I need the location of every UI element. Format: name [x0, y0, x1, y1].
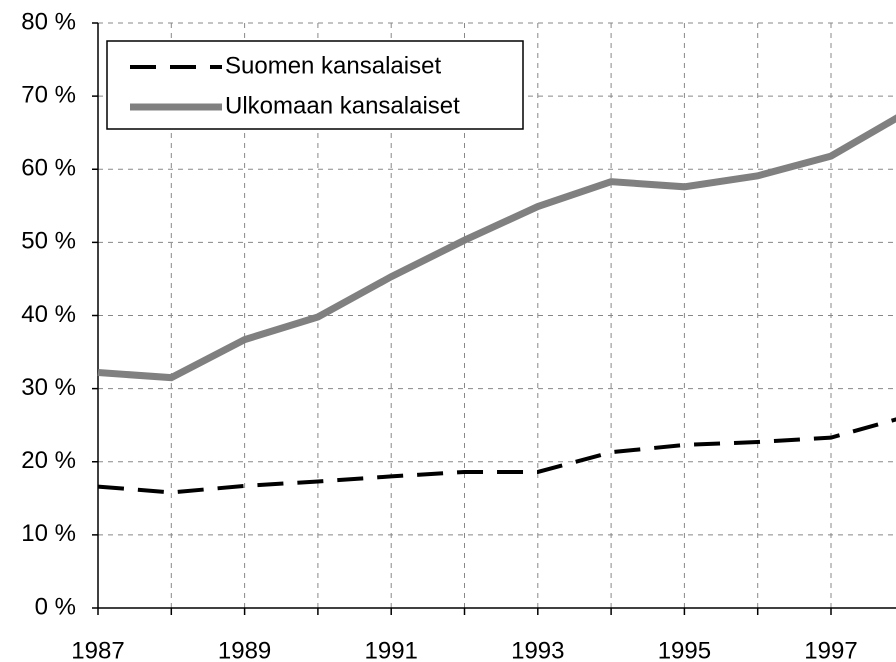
- y-tick-label: 70 %: [21, 81, 76, 108]
- x-tick-label: 1991: [365, 637, 418, 662]
- x-tick-label: 1993: [511, 637, 564, 662]
- y-tick-label: 50 %: [21, 228, 76, 255]
- legend-box: [106, 40, 524, 130]
- series-line: [97, 114, 896, 382]
- x-tick-label: 1997: [804, 637, 857, 662]
- x-tick-label: 1989: [218, 637, 271, 662]
- y-tick-label: 40 %: [21, 301, 76, 328]
- y-tick-label: 10 %: [21, 520, 76, 547]
- legend-label: Suomen kansalaiset: [225, 52, 441, 79]
- y-tick-label: 60 %: [21, 155, 76, 182]
- y-tick-label: 80 %: [21, 8, 76, 35]
- series-line: [97, 417, 896, 495]
- legend-label: Ulkomaan kansalaiset: [225, 92, 460, 119]
- x-tick-label: 1987: [71, 637, 124, 662]
- y-tick-label: 30 %: [21, 374, 76, 401]
- y-tick-label: 20 %: [21, 447, 76, 474]
- y-tick-label: 0 %: [35, 593, 76, 620]
- x-tick-label: 1995: [658, 637, 711, 662]
